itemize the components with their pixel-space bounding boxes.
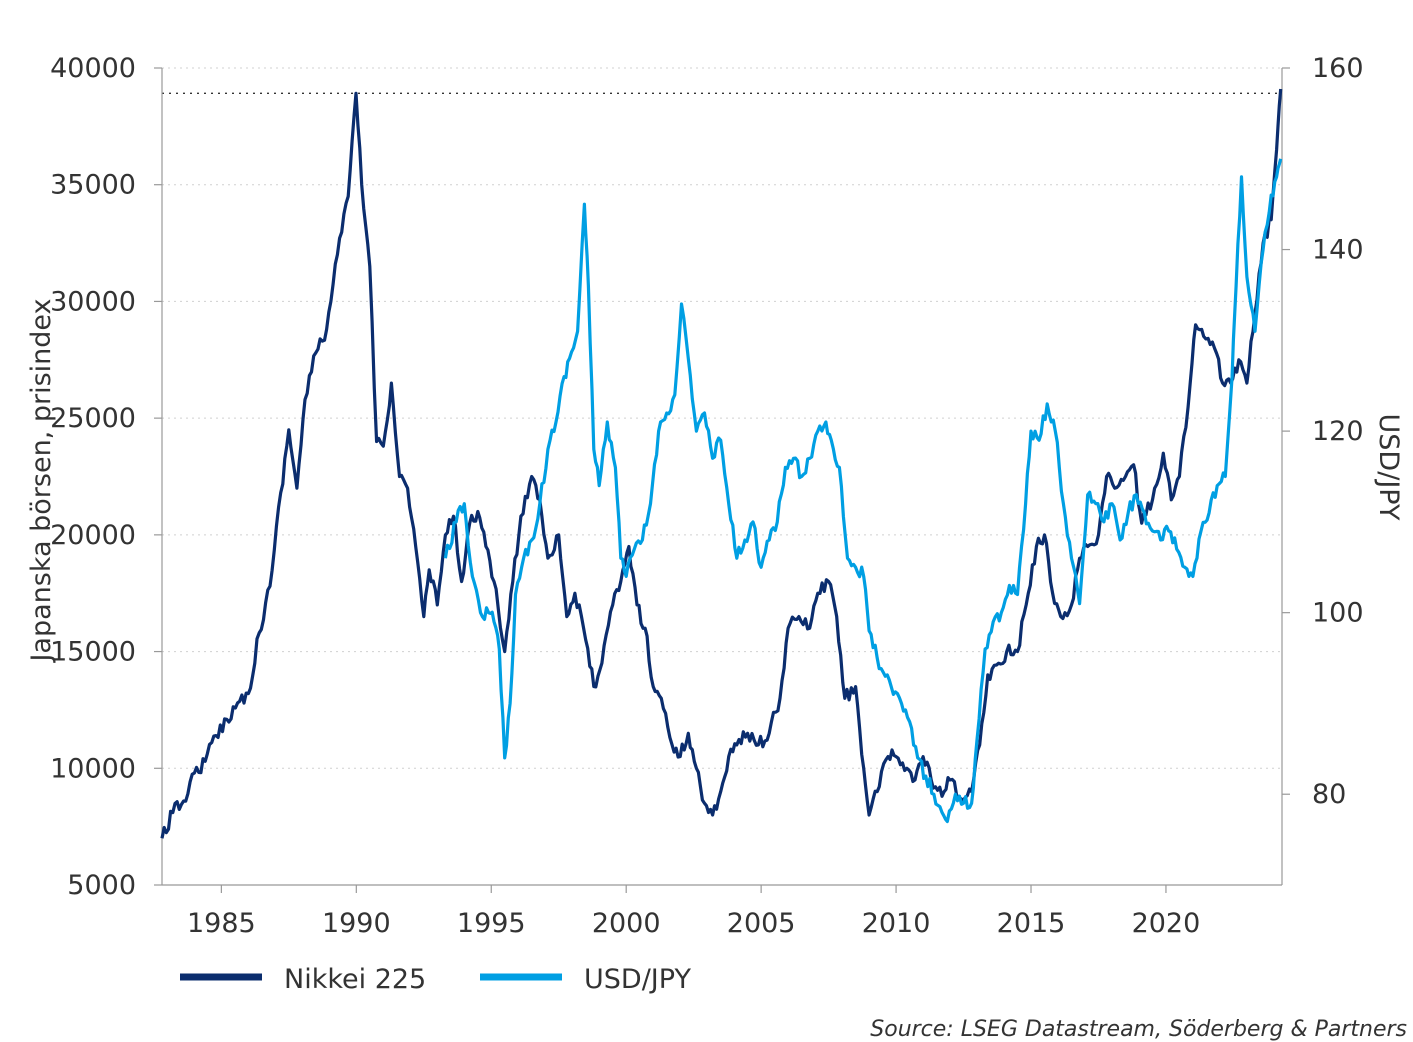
x-tick-label: 1990	[322, 908, 391, 939]
gridlines	[162, 67, 1282, 886]
left-tick-label: 15000	[50, 637, 136, 668]
series-layer	[160, 88, 1283, 839]
nikkei-line	[160, 88, 1283, 839]
left-tick-label: 40000	[50, 53, 136, 84]
right-tick-label: 140	[1312, 235, 1364, 266]
right-tick-label: 160	[1312, 53, 1364, 84]
x-tick-label: 2020	[1132, 908, 1201, 939]
legend-label-nikkei: Nikkei 225	[284, 964, 426, 995]
left-tick-label: 5000	[67, 870, 136, 901]
usdjpy-line	[443, 158, 1283, 824]
right-axis-title: USD/JPY	[1373, 414, 1404, 521]
left-tick-label: 35000	[50, 170, 136, 201]
x-tick-label: 2005	[727, 908, 796, 939]
right-tick-label: 120	[1312, 416, 1364, 447]
x-tick-label: 1985	[187, 908, 256, 939]
left-axis-title: Japanska börsen, prisindex	[26, 298, 57, 663]
x-tick-label: 2000	[592, 908, 661, 939]
left-tick-label: 30000	[50, 286, 136, 317]
legend-label-usdjpy: USD/JPY	[584, 964, 691, 995]
x-axis-ticks: 1985 1990 1995 2000 2005 2010 2015 2020	[187, 885, 1200, 939]
right-axis-ticks: 80 100 120 140 160	[1282, 53, 1364, 810]
x-tick-label: 2015	[997, 908, 1066, 939]
left-tick-label: 10000	[50, 753, 136, 784]
left-axis-ticks: 5000 10000 15000 20000 25000 30000 35000 40000	[50, 53, 162, 901]
left-tick-label: 25000	[50, 403, 136, 434]
right-tick-label: 100	[1312, 598, 1364, 629]
left-tick-label: 20000	[50, 520, 136, 551]
axes	[161, 68, 1283, 886]
legend: Nikkei 225 USD/JPY	[180, 964, 691, 995]
right-tick-label: 80	[1312, 779, 1346, 810]
x-tick-label: 1995	[457, 908, 526, 939]
source-note: Source: LSEG Datastream, Söderberg & Par…	[870, 1017, 1407, 1042]
x-tick-label: 2010	[862, 908, 931, 939]
